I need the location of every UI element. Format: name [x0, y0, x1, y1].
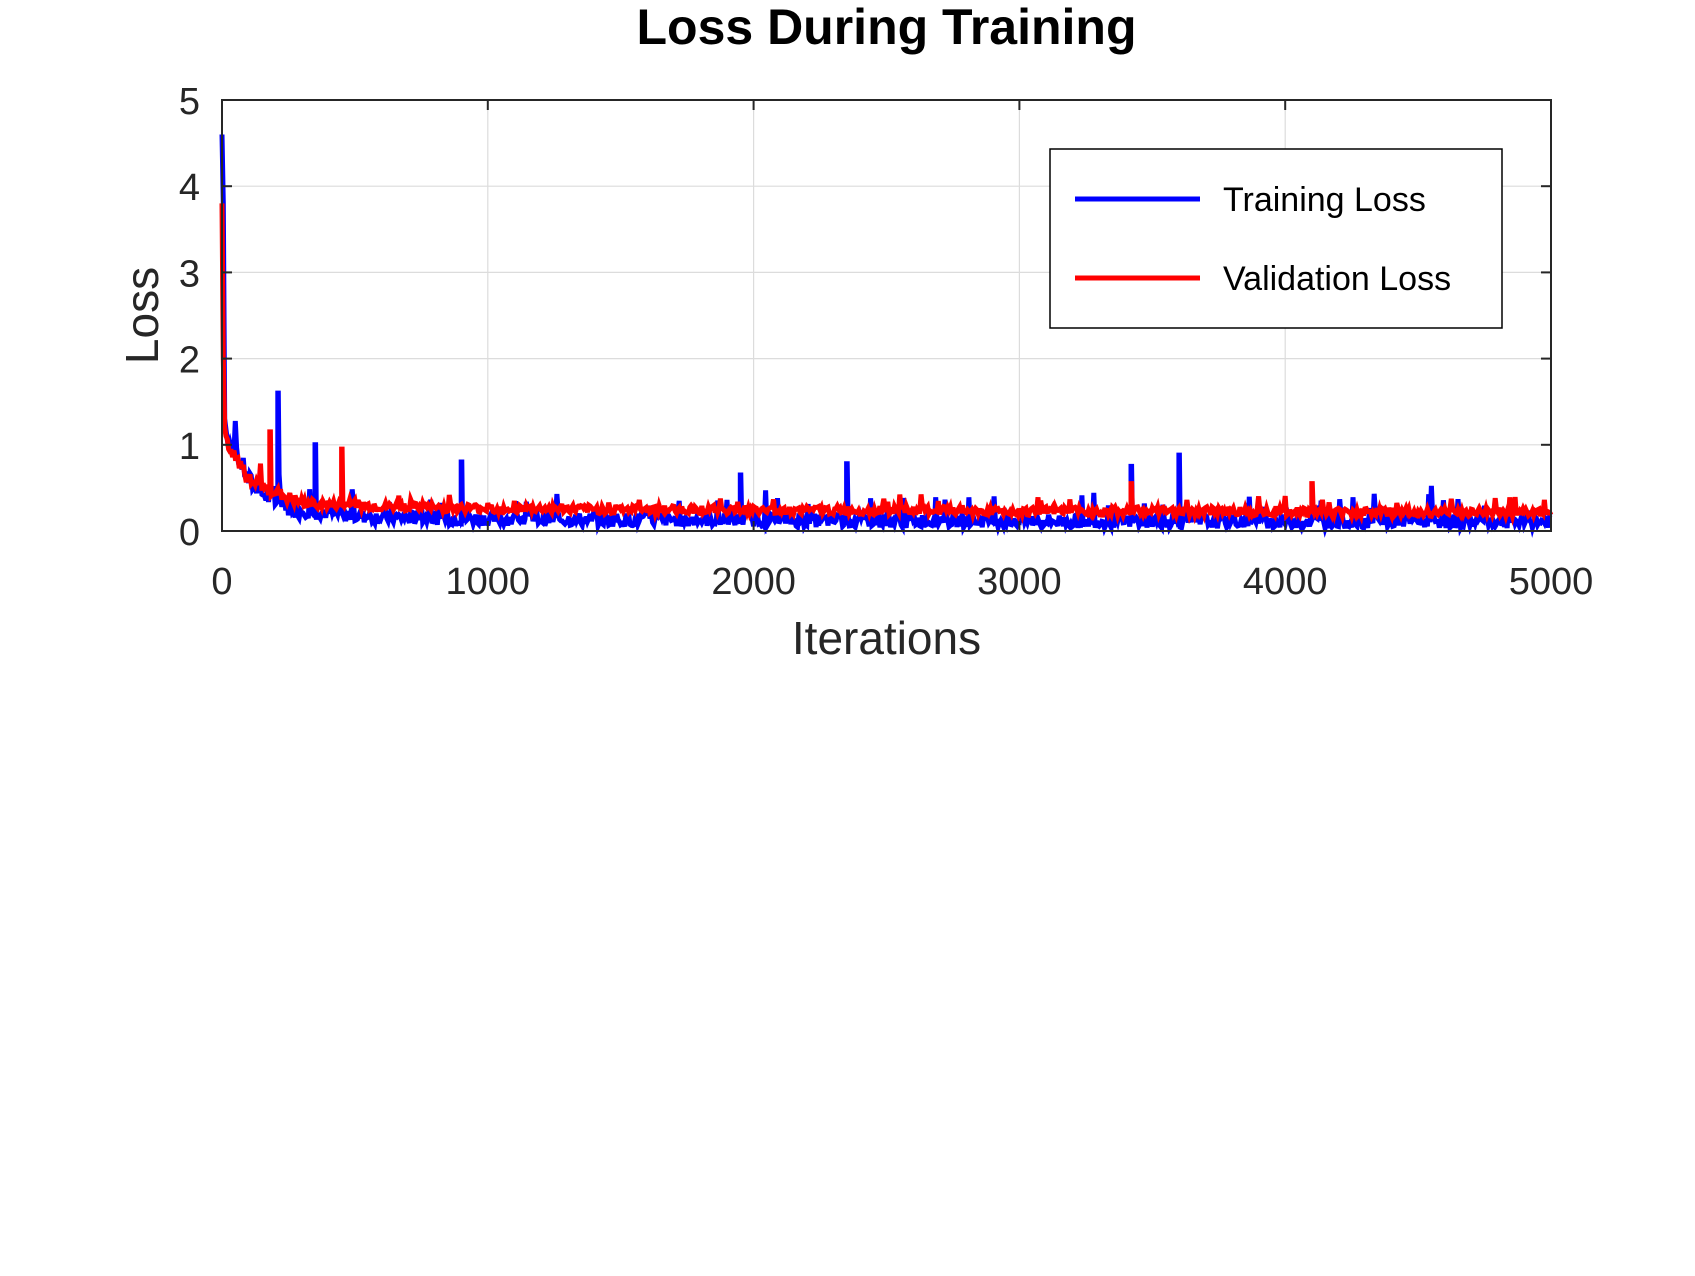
y-tick-label: 1 [179, 426, 200, 468]
y-tick-label: 2 [179, 340, 200, 382]
chart-title: Loss During Training [636, 0, 1136, 55]
axis-ticks: 0 1000 2000 3000 4000 5000 0 1 2 3 4 5 [179, 81, 1593, 603]
y-tick-label: 0 [179, 512, 200, 554]
validation-loss-line [219, 203, 1554, 526]
legend: Training Loss Validation Loss [1049, 148, 1503, 329]
x-tick-label: 1000 [446, 561, 531, 603]
training-loss-line [219, 134, 1553, 538]
x-tick-label: 5000 [1509, 561, 1594, 603]
x-tick-label: 4000 [1243, 561, 1328, 603]
legend-box [1049, 148, 1503, 329]
grid [222, 100, 1551, 531]
legend-label-training: Training Loss [1223, 181, 1426, 219]
y-tick-label: 4 [179, 167, 200, 209]
x-tick-label: 0 [211, 561, 232, 603]
x-axis-label: Iterations [792, 612, 981, 664]
y-axis-label: Loss [116, 267, 168, 364]
x-tick-label: 3000 [977, 561, 1062, 603]
y-tick-label: 3 [179, 253, 200, 295]
x-tick-label: 2000 [711, 561, 796, 603]
series-layer [219, 134, 1554, 538]
plot-area-frame [221, 99, 1552, 532]
y-tick-label: 5 [179, 81, 200, 123]
legend-label-validation: Validation Loss [1223, 260, 1451, 298]
